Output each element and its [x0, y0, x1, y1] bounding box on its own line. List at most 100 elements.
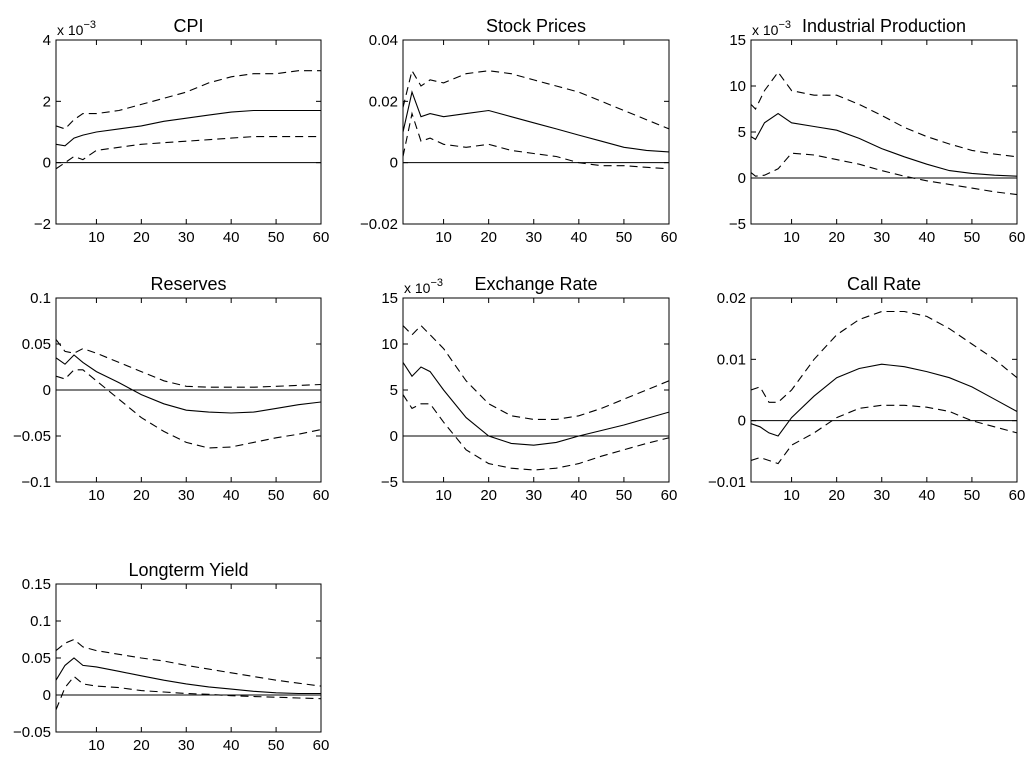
subplot-4: 10 20 30 40 50 60 −0.1 −0.05 0 0.05 0.1 Reserves — [13, 274, 329, 504]
x-tick-label: 50 — [268, 229, 285, 246]
x-tick-label: 10 — [88, 229, 105, 246]
x-tick-label: 20 — [133, 229, 150, 246]
y-tick-label: 10 — [729, 78, 746, 95]
impulse-response-line — [56, 109, 321, 147]
y-tick-label: −5 — [381, 474, 398, 491]
subplot-6: 10 20 30 40 50 60 −0.01 0 0.01 0.02 Call Rate — [708, 274, 1025, 504]
y-tick-label: 5 — [738, 124, 746, 141]
axis-exponent-label: x 10−3 — [752, 19, 791, 38]
impulse-response-line — [403, 362, 669, 446]
confidence-band-line — [403, 69, 669, 130]
y-tick-label: 4 — [43, 32, 51, 49]
x-tick-label: 60 — [1009, 229, 1026, 246]
confidence-band-line — [56, 339, 321, 388]
subplot-3: 10 20 30 40 50 60 −5 0 5 10 15 x 10−3 Industrial Pro… — [729, 16, 1025, 246]
impulse-response-line — [403, 90, 669, 153]
y-tick-label: 0 — [43, 382, 51, 399]
x-tick-label: 10 — [783, 229, 800, 246]
y-tick-label: 0 — [43, 687, 51, 704]
y-tick-label: 0 — [390, 428, 398, 445]
x-tick-label: 10 — [783, 487, 800, 504]
impulse-response-line — [56, 657, 321, 695]
x-tick-label: 50 — [964, 487, 981, 504]
impulse-response-line — [56, 354, 321, 414]
confidence-band-line — [751, 310, 1017, 403]
x-tick-label: 60 — [661, 487, 678, 504]
confidence-band-line — [751, 71, 1017, 158]
x-tick-label: 40 — [918, 229, 935, 246]
x-tick-label: 40 — [223, 737, 240, 754]
y-tick-label: 0 — [738, 170, 746, 187]
subplot-title: Reserves — [150, 274, 226, 294]
x-tick-label: 40 — [570, 487, 587, 504]
confidence-band-line — [403, 324, 669, 420]
y-tick-label: 0.1 — [30, 290, 51, 307]
y-tick-label: −0.05 — [13, 428, 51, 445]
subplot-5: 10 20 30 40 50 60 −5 0 5 10 15 x 10−3 Exchange Rate — [381, 274, 677, 504]
y-tick-label: 0 — [390, 155, 398, 172]
y-tick-label: 5 — [390, 382, 398, 399]
axis-exponent-label: x 10−3 — [57, 19, 96, 38]
y-tick-label: −0.02 — [360, 216, 398, 233]
x-tick-label: 10 — [88, 487, 105, 504]
x-tick-label: 20 — [133, 487, 150, 504]
x-tick-label: 30 — [178, 737, 195, 754]
subplot-title: Industrial Production — [802, 16, 966, 36]
axes-box — [55, 583, 322, 733]
confidence-band-line — [751, 404, 1017, 465]
y-tick-label: 10 — [381, 336, 398, 353]
y-tick-label: −0.01 — [708, 474, 746, 491]
y-tick-label: 0.05 — [22, 650, 51, 667]
x-tick-label: 60 — [1009, 487, 1026, 504]
x-tick-label: 20 — [133, 737, 150, 754]
subplot-title: CPI — [173, 16, 203, 36]
x-tick-label: 50 — [268, 487, 285, 504]
x-tick-label: 40 — [918, 487, 935, 504]
confidence-band-line — [56, 369, 321, 449]
axes-box — [402, 39, 670, 225]
x-tick-label: 30 — [873, 229, 890, 246]
y-tick-label: 2 — [43, 93, 51, 110]
y-tick-label: 15 — [729, 32, 746, 49]
y-tick-label: 0.15 — [22, 576, 51, 593]
x-tick-label: 30 — [178, 229, 195, 246]
x-tick-label: 40 — [223, 487, 240, 504]
subplot-title: Stock Prices — [486, 16, 586, 36]
x-tick-label: 60 — [313, 737, 330, 754]
x-tick-label: 30 — [873, 487, 890, 504]
y-tick-label: 0.04 — [369, 32, 398, 49]
subplot-title: Longterm Yield — [128, 560, 248, 580]
x-tick-label: 20 — [480, 229, 497, 246]
y-tick-label: 0.02 — [369, 93, 398, 110]
axes-box — [402, 297, 670, 483]
x-tick-label: 60 — [313, 229, 330, 246]
x-tick-label: 30 — [525, 229, 542, 246]
confidence-band-line — [56, 675, 321, 711]
subplot-title: Exchange Rate — [474, 274, 597, 294]
y-tick-label: 0.1 — [30, 613, 51, 630]
x-tick-label: 60 — [661, 229, 678, 246]
y-tick-label: −0.05 — [13, 724, 51, 741]
axes-box — [55, 39, 322, 225]
x-tick-label: 20 — [480, 487, 497, 504]
x-tick-label: 50 — [616, 487, 633, 504]
y-tick-label: −0.1 — [21, 474, 51, 491]
x-tick-label: 40 — [223, 229, 240, 246]
x-tick-label: 20 — [828, 487, 845, 504]
y-tick-label: 0 — [738, 413, 746, 430]
x-tick-label: 50 — [616, 229, 633, 246]
axis-exponent-label: x 10−3 — [404, 277, 443, 296]
x-tick-label: 50 — [964, 229, 981, 246]
y-tick-label: 15 — [381, 290, 398, 307]
subplot-1: 10 20 30 40 50 60 −2 0 2 4 x 10−3 CPI — [34, 16, 329, 246]
x-tick-label: 20 — [828, 229, 845, 246]
axes-box — [750, 39, 1018, 225]
x-tick-label: 10 — [88, 737, 105, 754]
x-tick-label: 50 — [268, 737, 285, 754]
y-tick-label: −2 — [34, 216, 51, 233]
x-tick-label: 10 — [435, 229, 452, 246]
y-tick-label: −5 — [729, 216, 746, 233]
subplot-title: Call Rate — [847, 274, 921, 294]
y-tick-label: 0.02 — [717, 290, 746, 307]
